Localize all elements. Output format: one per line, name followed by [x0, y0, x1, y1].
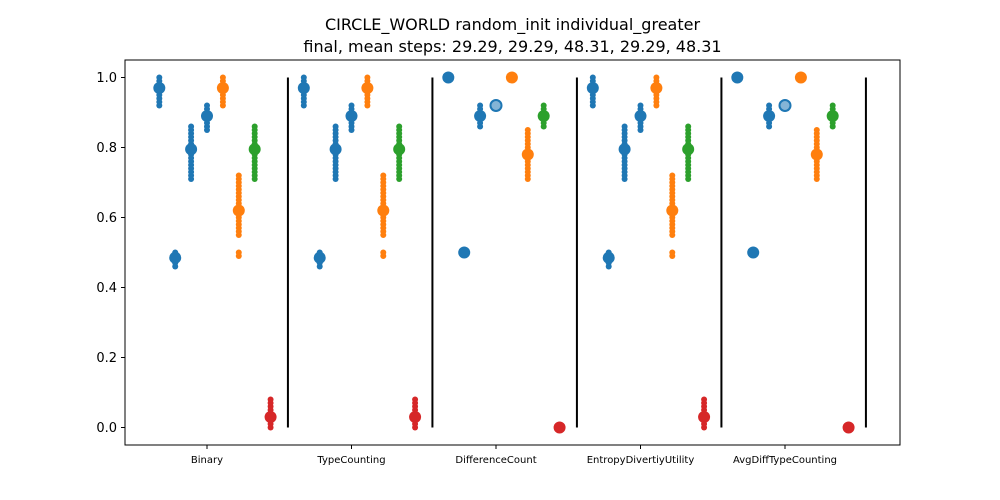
mean-marker — [521, 148, 534, 161]
y-tick-label: 1.0 — [96, 71, 117, 86]
mean-marker — [442, 71, 455, 84]
group-TypeCounting — [297, 74, 422, 431]
mean-marker — [169, 251, 182, 264]
data-point — [589, 74, 596, 81]
x-tick-label: AvgDiffTypeCounting — [733, 455, 837, 466]
data-point — [829, 102, 836, 109]
x-axis: Binary TypeCounting DifferenceCount Entropy… — [191, 445, 837, 466]
mean-marker — [329, 143, 342, 156]
mean-marker — [810, 148, 823, 161]
mean-marker — [297, 82, 310, 94]
data-point — [540, 102, 547, 109]
mean-marker — [842, 421, 855, 434]
data-points — [153, 71, 855, 434]
mean-marker — [361, 82, 374, 94]
mean-marker — [458, 246, 471, 259]
x-tick-label: DifferenceCount — [455, 455, 536, 466]
mean-marker — [794, 71, 807, 84]
mean-marker — [216, 82, 229, 94]
mean-marker — [682, 143, 695, 156]
group-EntropyDivertiyUtility — [586, 74, 711, 431]
data-point — [669, 249, 676, 256]
mean-marker — [201, 110, 213, 122]
y-tick-label: 0.8 — [96, 141, 117, 156]
data-point — [524, 127, 531, 133]
data-point — [701, 396, 708, 403]
data-point — [267, 396, 274, 403]
x-tick-label: TypeCounting — [316, 455, 385, 466]
data-point — [251, 123, 258, 130]
y-tick-label: 0.4 — [96, 281, 117, 296]
data-point — [300, 74, 307, 81]
mean-marker — [586, 82, 599, 94]
mean-marker — [393, 143, 406, 156]
mean-marker — [618, 143, 631, 156]
data-point — [621, 123, 628, 130]
data-point — [235, 172, 242, 179]
mean-marker — [553, 421, 566, 434]
mean-marker — [474, 110, 487, 122]
data-point — [219, 74, 226, 81]
data-point — [813, 127, 820, 133]
mean-marker — [313, 251, 326, 264]
y-tick-label: 0.2 — [96, 351, 117, 366]
chart-title-line-2: final, mean steps: 29.29, 29.29, 48.31, … — [303, 37, 722, 56]
mean-marker — [185, 143, 198, 156]
mean-marker — [698, 411, 711, 423]
data-point — [364, 74, 371, 81]
group-Binary — [153, 74, 277, 431]
data-point — [380, 249, 387, 256]
y-axis: 0.0 0.2 0.4 0.6 0.8 1.0 — [96, 71, 125, 436]
mean-marker — [345, 110, 358, 122]
group-AvgDiffTypeCounting — [731, 71, 855, 434]
data-point — [477, 102, 484, 109]
y-tick-label: 0.0 — [96, 421, 117, 436]
mean-marker — [634, 110, 647, 122]
mean-marker — [505, 71, 518, 84]
chart-title-line-1: CIRCLE_WORLD random_init individual_grea… — [324, 15, 701, 34]
mean-marker — [826, 110, 839, 122]
mean-marker — [731, 71, 744, 84]
group-DifferenceCount — [442, 71, 566, 434]
data-point — [204, 102, 210, 109]
data-point — [380, 172, 387, 179]
data-point — [653, 74, 660, 81]
data-point — [669, 172, 676, 179]
data-point — [637, 102, 644, 109]
data-point — [188, 123, 195, 130]
mean-marker — [232, 204, 245, 217]
group-separators — [286, 77, 867, 428]
mean-marker — [602, 251, 615, 264]
mean-marker — [666, 204, 679, 217]
data-point — [332, 123, 339, 130]
data-point — [766, 102, 773, 109]
mean-marker — [778, 99, 792, 112]
x-tick-label: EntropyDivertiyUtility — [587, 455, 695, 466]
data-point — [412, 396, 419, 403]
data-point — [235, 249, 242, 256]
mean-marker — [153, 82, 166, 94]
mean-marker — [763, 110, 776, 122]
mean-marker — [489, 99, 503, 112]
mean-marker — [747, 246, 760, 259]
data-point — [348, 102, 355, 109]
data-point — [396, 123, 403, 130]
data-point — [156, 74, 163, 81]
mean-marker — [537, 110, 550, 122]
mean-marker — [264, 411, 277, 423]
chart-title: CIRCLE_WORLD random_init individual_grea… — [0, 14, 1000, 58]
mean-marker — [377, 204, 390, 217]
y-tick-label: 0.6 — [96, 211, 117, 226]
mean-marker — [409, 411, 422, 423]
mean-marker — [248, 143, 261, 156]
data-point — [685, 123, 692, 130]
mean-marker — [650, 82, 663, 94]
x-tick-label: Binary — [191, 455, 223, 466]
